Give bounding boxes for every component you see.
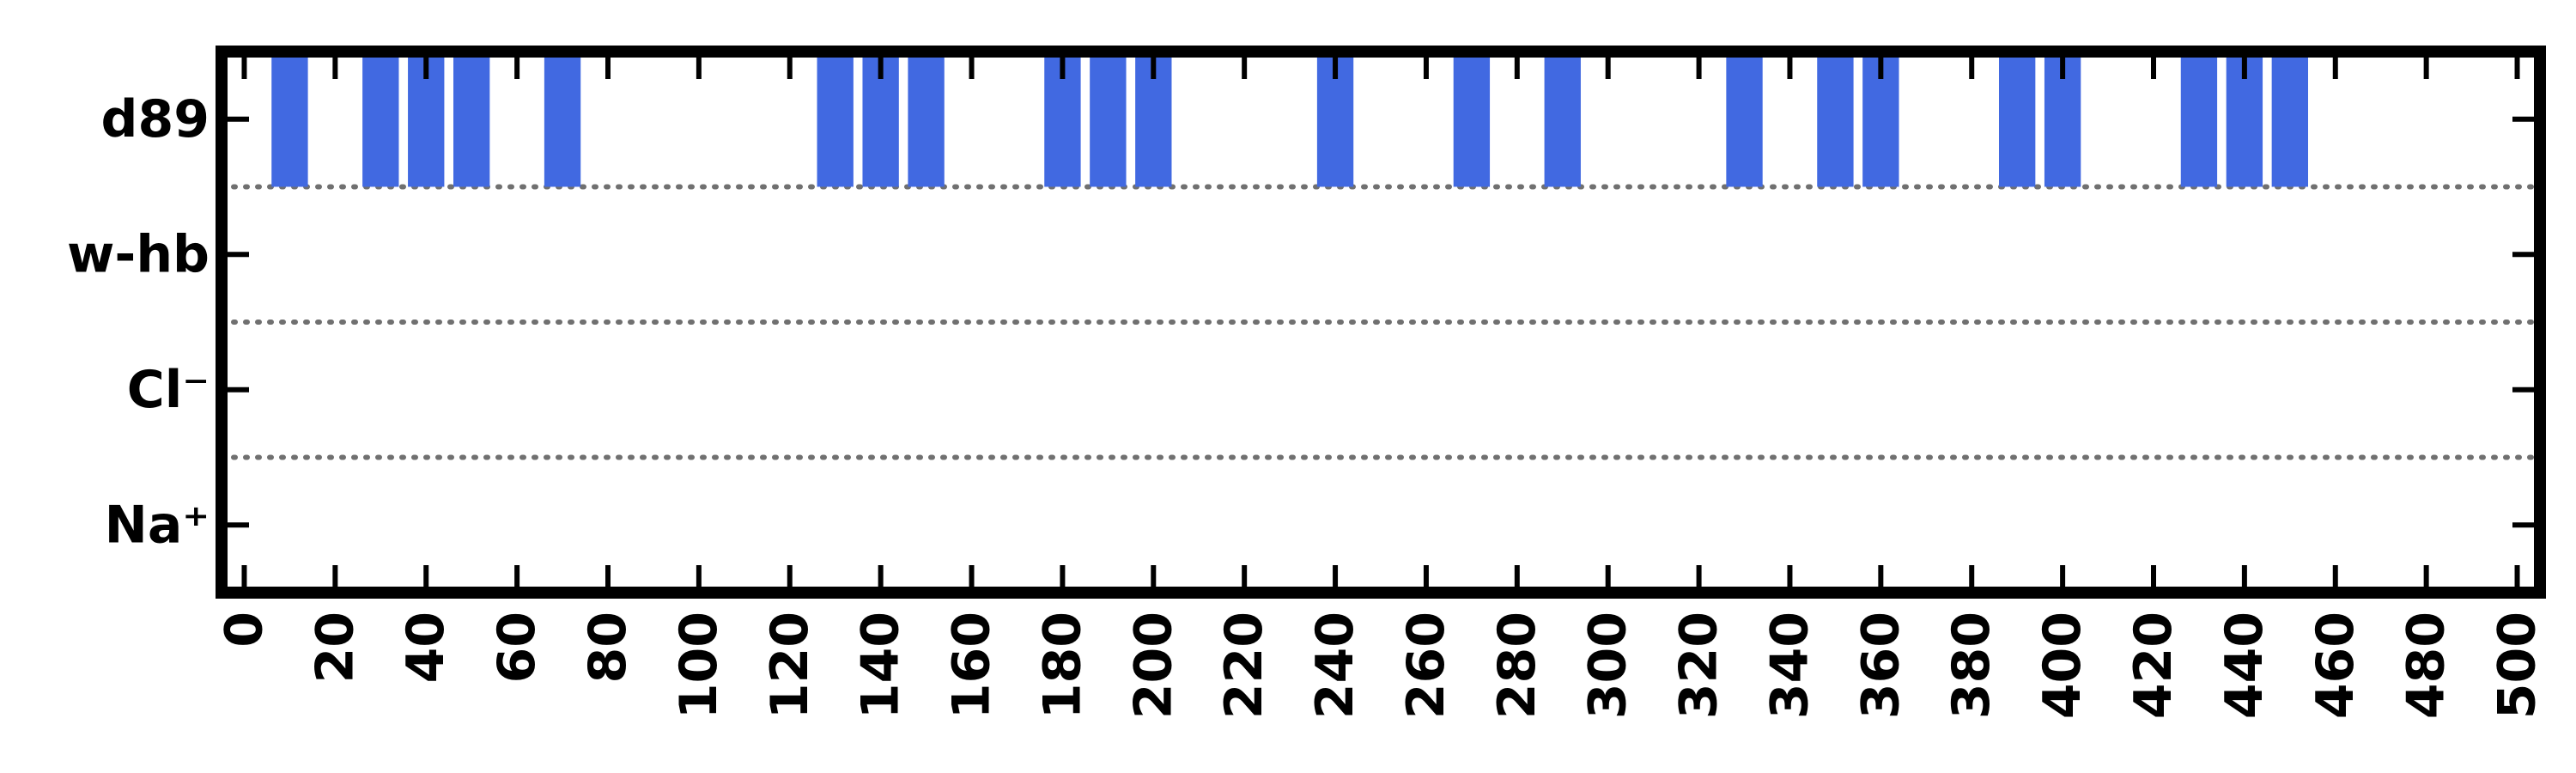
x-tick-label: 80 xyxy=(578,612,638,684)
y-tick-label: Cl⁻ xyxy=(127,360,210,420)
event-bar xyxy=(908,52,945,187)
x-tick-label: 320 xyxy=(1669,612,1729,719)
x-tick-label: 460 xyxy=(2306,612,2366,719)
event-bar xyxy=(544,52,581,187)
event-bar xyxy=(362,52,399,187)
x-tick-label: 260 xyxy=(1396,612,1456,719)
x-tick-label: 0 xyxy=(214,612,274,648)
x-tick-label: 140 xyxy=(851,612,911,719)
y-tick-label: d89 xyxy=(101,89,210,149)
event-bar xyxy=(1453,52,1491,187)
y-tick-label: Na⁺ xyxy=(105,495,210,555)
x-tick-label: 200 xyxy=(1123,612,1183,719)
event-bar xyxy=(817,52,854,187)
event-bar xyxy=(271,52,308,187)
event-bars xyxy=(271,52,2308,187)
y-tick-labels: d89 w-hb Cl⁻ Na⁺ xyxy=(67,89,210,556)
x-tick-label: 480 xyxy=(2397,612,2457,719)
plot-frame xyxy=(216,46,2546,599)
event-bar xyxy=(1999,52,2036,187)
event-bar xyxy=(453,52,490,187)
x-tick-labels: 0 20 40 60 80 100 120 140 160 180 200 220 240 260 280 3… xyxy=(214,612,2547,719)
event-bar xyxy=(1090,52,1127,187)
x-tick-label: 240 xyxy=(1305,612,1365,719)
x-tick-label: 360 xyxy=(1850,612,1911,719)
y-tick-label: w-hb xyxy=(67,224,210,284)
x-tick-label: 400 xyxy=(2032,612,2093,719)
row-separators xyxy=(219,184,2543,460)
x-tick-label: 40 xyxy=(396,612,456,684)
x-tick-label: 100 xyxy=(669,612,729,719)
x-tick-label: 220 xyxy=(1214,612,1274,719)
event-bar xyxy=(1544,52,1581,187)
x-tick-label: 500 xyxy=(2488,612,2548,719)
event-bar xyxy=(2180,52,2218,187)
event-bar xyxy=(1726,52,1763,187)
x-tick-label: 380 xyxy=(1941,612,2002,719)
x-tick-label: 160 xyxy=(942,612,1002,719)
event-bar xyxy=(1817,52,1854,187)
event-bar xyxy=(2271,52,2308,187)
x-tick-label: 20 xyxy=(305,612,365,684)
x-tick-label: 60 xyxy=(487,612,547,684)
x-tick-label: 340 xyxy=(1759,612,1820,719)
x-tick-label: 120 xyxy=(760,612,820,719)
x-tick-label: 300 xyxy=(1578,612,1638,719)
x-tick-label: 180 xyxy=(1032,612,1092,719)
x-tick-label: 440 xyxy=(2215,612,2275,719)
x-tick-label: 420 xyxy=(2123,612,2184,719)
x-tick-label: 280 xyxy=(1487,612,1547,719)
